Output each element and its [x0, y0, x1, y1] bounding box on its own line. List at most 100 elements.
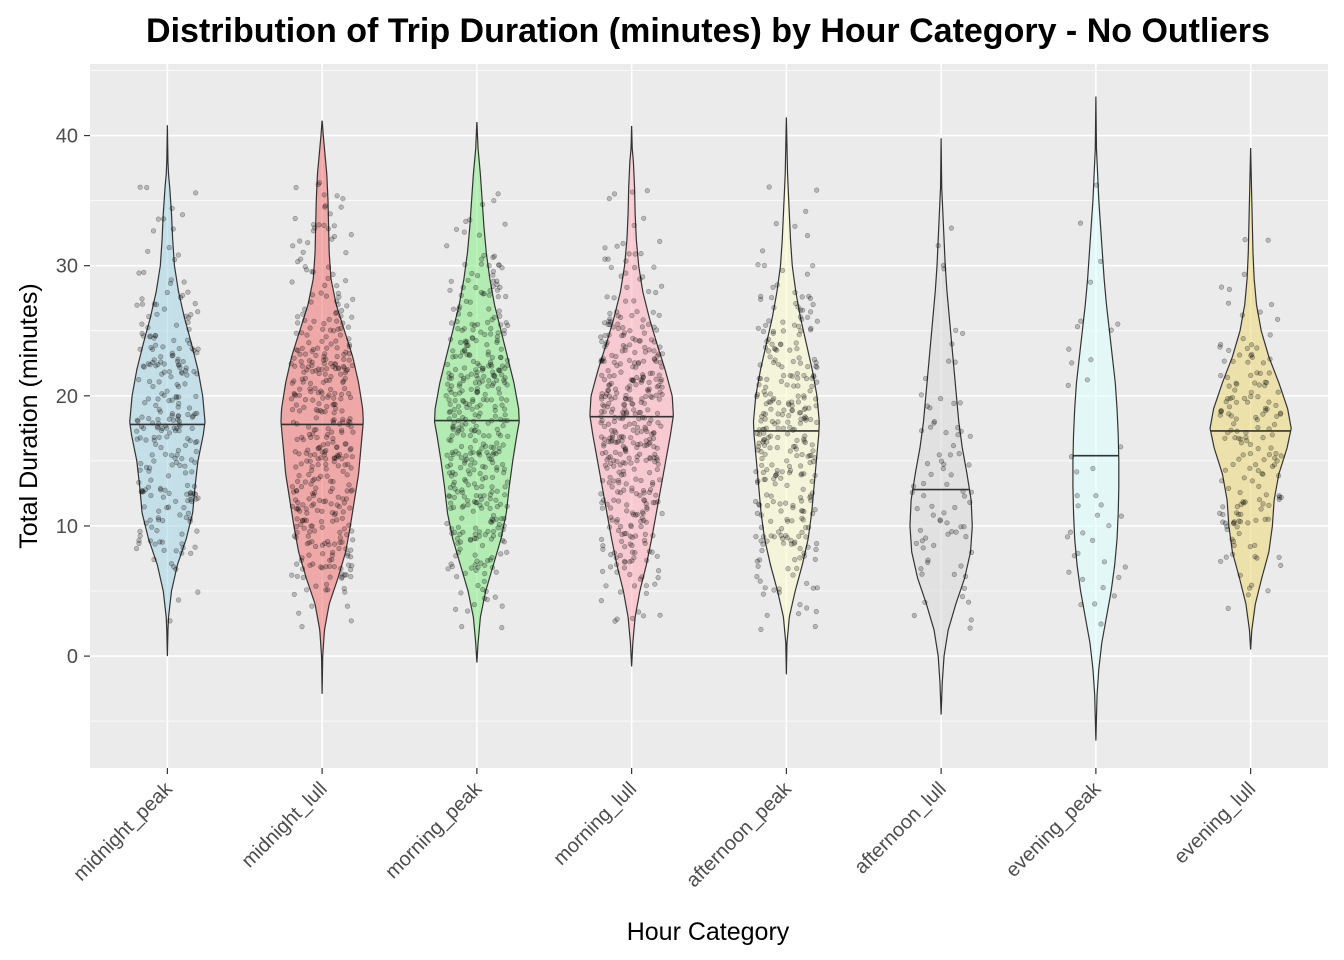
- data-point: [1231, 519, 1237, 525]
- data-point: [334, 193, 340, 199]
- data-point: [620, 460, 626, 466]
- data-point: [460, 284, 466, 291]
- data-point: [1267, 332, 1273, 338]
- data-point: [348, 554, 354, 560]
- data-point: [313, 485, 319, 491]
- data-point: [918, 428, 925, 434]
- data-point: [1257, 370, 1263, 377]
- data-point: [145, 484, 152, 490]
- data-point: [646, 441, 652, 447]
- data-point: [464, 343, 470, 349]
- data-point: [313, 415, 319, 421]
- data-point: [930, 512, 936, 518]
- data-point: [134, 428, 140, 434]
- data-point: [493, 516, 500, 522]
- data-point: [790, 444, 797, 450]
- data-point: [326, 392, 332, 398]
- data-point: [620, 332, 627, 338]
- data-point: [323, 587, 329, 593]
- data-point: [474, 369, 480, 375]
- data-point: [1224, 523, 1230, 530]
- data-point: [155, 216, 161, 222]
- data-point: [1262, 383, 1268, 389]
- data-point: [294, 529, 300, 536]
- data-point: [614, 616, 620, 622]
- data-point: [1238, 501, 1244, 508]
- data-point: [187, 340, 193, 347]
- data-point: [812, 455, 818, 461]
- data-point: [489, 317, 495, 323]
- data-point: [814, 419, 820, 426]
- data-point: [644, 188, 650, 194]
- data-point: [1115, 321, 1121, 327]
- data-point: [621, 487, 627, 493]
- data-point: [801, 406, 807, 413]
- data-point: [756, 431, 763, 437]
- data-point: [773, 221, 779, 227]
- data-point: [183, 368, 189, 374]
- data-point: [802, 433, 808, 439]
- data-point: [496, 431, 502, 437]
- data-point: [447, 470, 453, 476]
- data-point: [953, 529, 959, 535]
- data-point: [455, 549, 462, 555]
- data-point: [801, 395, 807, 401]
- data-point: [344, 472, 350, 478]
- data-point: [446, 397, 452, 403]
- data-point: [451, 494, 457, 501]
- data-point: [448, 389, 454, 395]
- data-point: [607, 321, 613, 328]
- data-point: [797, 555, 803, 561]
- data-point: [310, 477, 316, 484]
- data-point: [350, 296, 356, 302]
- data-point: [754, 573, 760, 580]
- data-point: [1217, 341, 1224, 348]
- data-point: [607, 474, 613, 480]
- data-point: [343, 546, 349, 552]
- data-point: [501, 331, 507, 337]
- data-point: [631, 298, 637, 304]
- data-point: [1230, 538, 1236, 545]
- data-point: [336, 294, 342, 300]
- data-point: [462, 476, 468, 483]
- data-point: [148, 492, 154, 499]
- data-point: [1277, 411, 1284, 417]
- data-point: [633, 512, 639, 518]
- data-point: [499, 363, 506, 369]
- data-point: [478, 560, 484, 566]
- data-point: [479, 505, 485, 511]
- data-point: [804, 314, 811, 320]
- data-point: [762, 585, 768, 591]
- data-point: [309, 359, 315, 365]
- data-point: [146, 314, 152, 320]
- data-point: [335, 453, 342, 460]
- violin-midnight_peak: [129, 125, 206, 657]
- data-point: [627, 396, 634, 402]
- data-point: [299, 363, 305, 369]
- data-point: [622, 559, 628, 565]
- data-point: [154, 311, 160, 317]
- data-point: [182, 381, 188, 387]
- data-point: [778, 341, 784, 348]
- data-point: [341, 500, 348, 506]
- data-point: [621, 402, 628, 408]
- data-point: [343, 453, 349, 459]
- data-point: [291, 378, 297, 384]
- data-point: [795, 383, 801, 389]
- data-point: [453, 553, 459, 559]
- data-point: [801, 550, 807, 556]
- data-point: [642, 424, 648, 430]
- data-point: [476, 380, 483, 386]
- data-point: [137, 435, 143, 441]
- data-point: [481, 595, 488, 602]
- data-point: [188, 312, 194, 318]
- data-point: [492, 373, 498, 379]
- data-point: [474, 485, 480, 491]
- data-point: [917, 527, 924, 533]
- data-point: [789, 373, 796, 379]
- data-point: [334, 444, 340, 450]
- data-point: [478, 289, 485, 296]
- data-point: [785, 419, 791, 425]
- data-point: [448, 375, 454, 381]
- data-point: [151, 301, 157, 307]
